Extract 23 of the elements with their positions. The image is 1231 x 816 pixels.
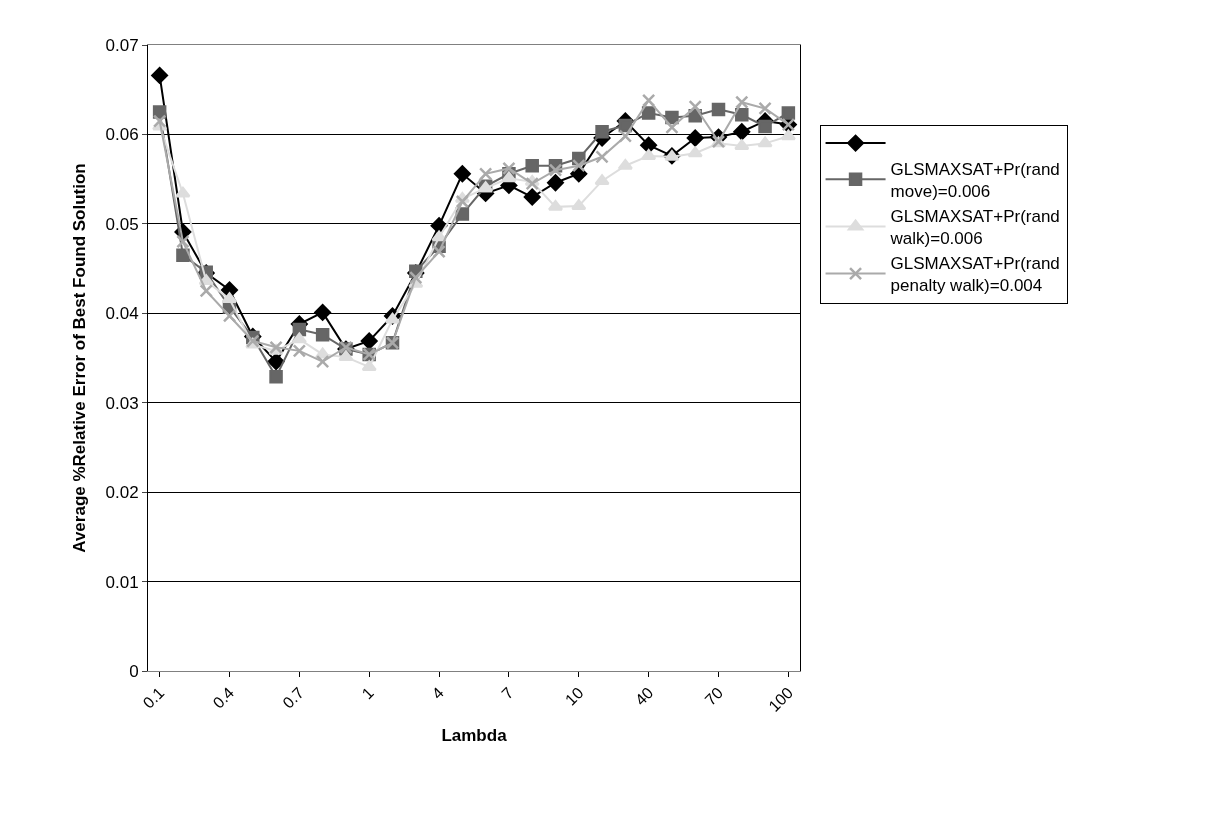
- y-tick-label: 0.02: [105, 483, 139, 503]
- y-tick-label: 0: [129, 661, 139, 681]
- y-tick-label: 0.04: [105, 304, 139, 324]
- x-tick-label: 1: [358, 683, 378, 703]
- y-tick-label: 0.01: [105, 572, 139, 592]
- x-tick-label: 40: [631, 683, 657, 709]
- y-tick-label: 0.03: [105, 393, 139, 413]
- y-tick-label: 0.05: [105, 214, 139, 234]
- legend-label: GLSMAXSAT+Pr(rand penalty walk)=0.004: [890, 254, 1060, 296]
- x-tick-label: 0.4: [209, 683, 238, 712]
- x-tick-label: 10: [561, 683, 587, 709]
- legend-label: GLSMAXSAT+Pr(rand walk)=0.006: [889, 207, 1060, 249]
- x-tick-label: 70: [701, 683, 727, 709]
- x-tick-label: 4: [428, 683, 447, 703]
- y-tick-label: 0.06: [105, 125, 139, 145]
- y-tick-label: 0.07: [105, 35, 139, 55]
- y-axis-title: Average %Relative Error of Best Found Solution: [70, 163, 90, 553]
- x-tick-label: 7: [498, 683, 517, 703]
- legend-label: GLSMAXSAT+Pr(rand move)=0.006: [890, 159, 1060, 201]
- x-axis-title: Lambda: [441, 726, 508, 746]
- x-tick-label: 0.7: [279, 683, 308, 712]
- x-tick-label: 100: [765, 683, 797, 715]
- x-tick-label: 0.1: [139, 683, 168, 712]
